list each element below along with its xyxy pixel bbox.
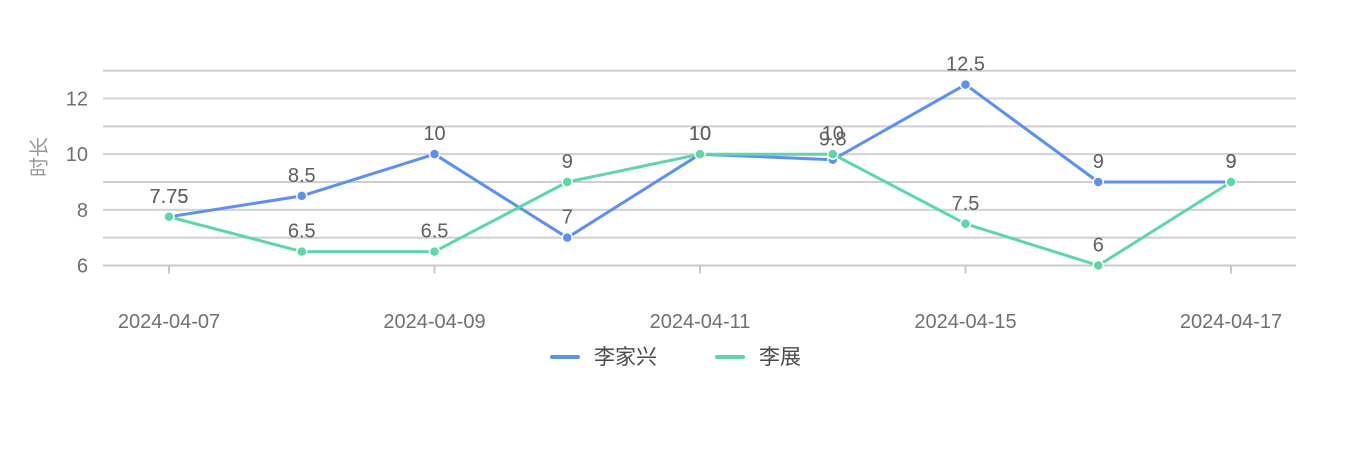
legend-label: 李展 bbox=[759, 346, 801, 369]
y-tick-label: 8 bbox=[77, 200, 88, 222]
data-point[interactable] bbox=[561, 176, 573, 188]
grid-lines bbox=[103, 69, 1296, 267]
axes: 6 8 10 12 2024-04-07 2024-04-09 2024-04-11 2024… bbox=[66, 89, 1296, 333]
legend[interactable]: 李家兴 李展 bbox=[550, 346, 801, 369]
data-point[interactable] bbox=[163, 211, 175, 223]
data-point[interactable] bbox=[959, 218, 972, 230]
y-tick-label: 10 bbox=[66, 144, 88, 166]
data-point[interactable] bbox=[1092, 259, 1104, 272]
data-label: 7.5 bbox=[952, 193, 980, 215]
data-label: 6.5 bbox=[288, 221, 316, 243]
data-label: 12.5 bbox=[946, 54, 985, 76]
series-line-1 bbox=[168, 83, 1231, 240]
data-label: 10 bbox=[689, 123, 711, 145]
data-label: 7.75 bbox=[150, 186, 189, 208]
y-axis-title: 时长 bbox=[28, 137, 51, 177]
data-point[interactable] bbox=[428, 245, 441, 258]
data-label: 9.8 bbox=[819, 129, 847, 151]
data-point[interactable] bbox=[827, 148, 839, 160]
legend-label: 李家兴 bbox=[594, 346, 657, 369]
data-label: 7.75 bbox=[150, 186, 189, 208]
data-label: 10 bbox=[689, 123, 711, 145]
data-label: 8.5 bbox=[288, 165, 316, 187]
data-point[interactable] bbox=[296, 245, 308, 258]
x-tick-label: 2024-04-07 bbox=[118, 311, 220, 333]
y-tick-label: 6 bbox=[77, 256, 88, 278]
data-point[interactable] bbox=[296, 190, 308, 202]
legend-item-2[interactable]: 李展 bbox=[715, 346, 801, 369]
data-point[interactable] bbox=[959, 78, 972, 91]
data-label: 9 bbox=[1225, 151, 1236, 173]
data-label: 6 bbox=[1093, 235, 1104, 257]
legend-item-1[interactable]: 李家兴 bbox=[550, 346, 657, 369]
data-label: 9 bbox=[1225, 151, 1236, 173]
x-tick-label: 2024-04-09 bbox=[383, 311, 485, 333]
x-tick-label: 2024-04-15 bbox=[914, 311, 1016, 333]
data-label: 9 bbox=[562, 151, 573, 173]
data-label: 10 bbox=[423, 123, 445, 145]
data-label: 7 bbox=[562, 207, 573, 229]
data-point[interactable] bbox=[428, 148, 441, 160]
y-tick-label: 12 bbox=[66, 89, 88, 111]
data-label: 9 bbox=[1093, 151, 1104, 173]
data-point[interactable] bbox=[1225, 176, 1237, 188]
data-point[interactable] bbox=[1092, 176, 1104, 188]
data-label: 10 bbox=[822, 123, 844, 145]
data-point[interactable] bbox=[694, 148, 706, 160]
data-point[interactable] bbox=[561, 231, 573, 244]
x-tick-label: 2024-04-17 bbox=[1180, 311, 1282, 333]
series-lines bbox=[163, 78, 1237, 272]
x-tick-label: 2024-04-11 bbox=[650, 311, 751, 333]
data-label: 6.5 bbox=[421, 221, 449, 243]
